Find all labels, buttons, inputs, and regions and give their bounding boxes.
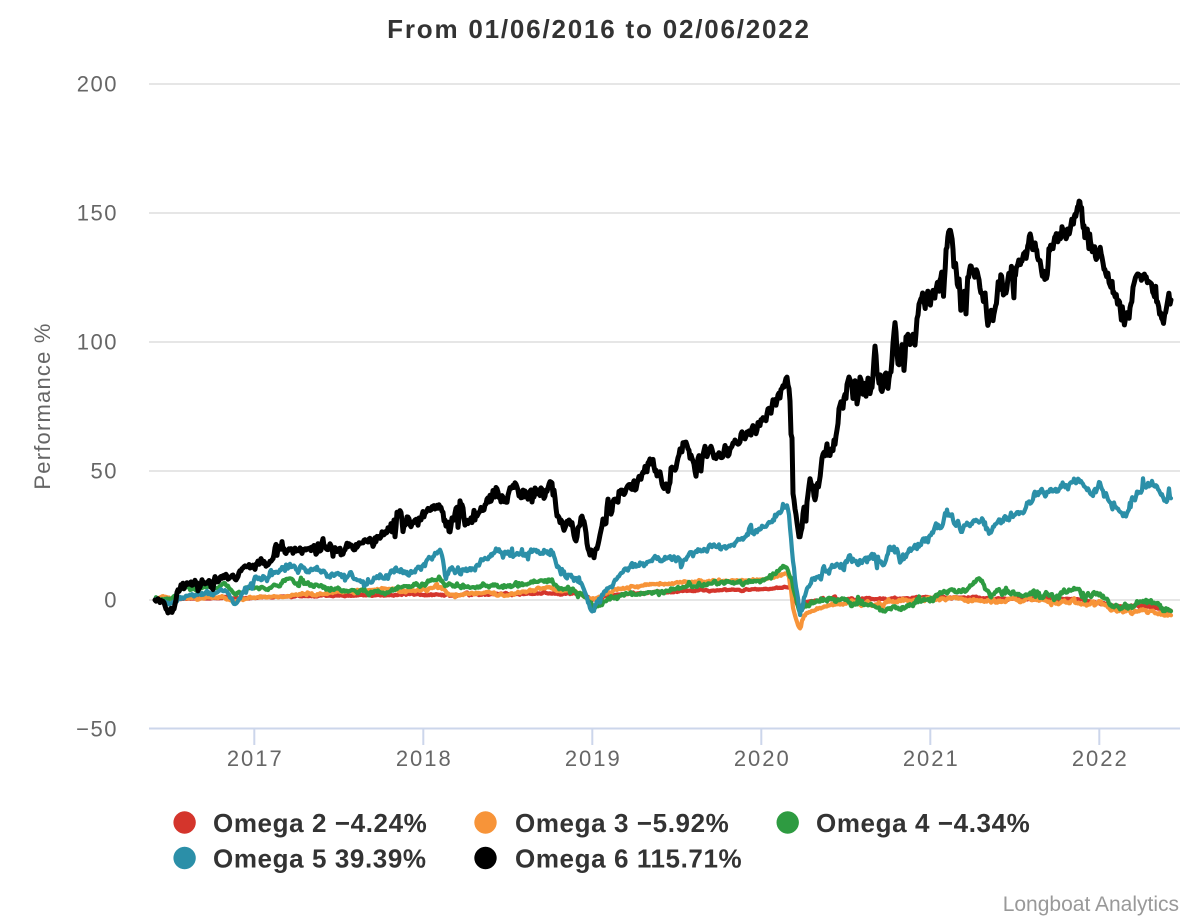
svg-text:Longboat Analytics: Longboat Analytics [1003,893,1179,916]
svg-text:From 01/06/2016 to 02/06/2022: From 01/06/2016 to 02/06/2022 [387,14,811,44]
svg-text:0: 0 [104,588,118,613]
svg-text:50: 50 [91,459,118,484]
svg-text:150: 150 [77,201,118,226]
svg-text:200: 200 [77,72,118,97]
svg-text:2019: 2019 [565,746,622,771]
svg-text:Performance %: Performance % [30,322,55,489]
svg-text:Omega 2 −4.24%: Omega 2 −4.24% [213,808,427,838]
svg-text:2018: 2018 [396,746,453,771]
svg-text:2017: 2017 [227,746,284,771]
svg-text:2022: 2022 [1072,746,1129,771]
svg-text:−50: −50 [76,717,118,742]
svg-text:Omega 6 115.71%: Omega 6 115.71% [515,844,742,874]
svg-text:Omega 3 −5.92%: Omega 3 −5.92% [515,808,729,838]
svg-text:100: 100 [77,330,118,355]
svg-text:2020: 2020 [734,746,791,771]
svg-text:Omega 4 −4.34%: Omega 4 −4.34% [816,808,1030,838]
svg-text:Omega 5 39.39%: Omega 5 39.39% [213,844,427,874]
svg-text:2021: 2021 [903,746,960,771]
